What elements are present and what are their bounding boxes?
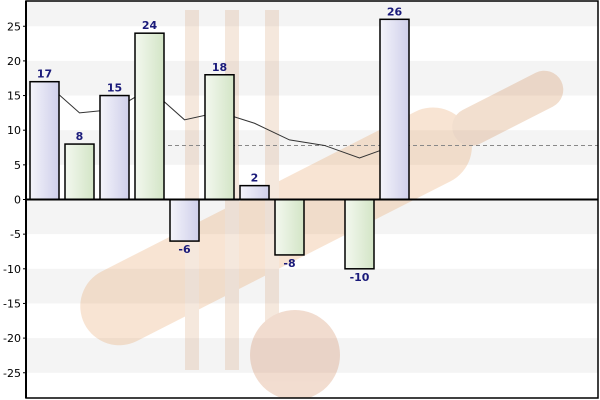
data-label: 15 — [107, 82, 122, 95]
watermark-stump-right — [265, 10, 279, 370]
y-tick-label: 15 — [7, 90, 21, 103]
data-label: -6 — [178, 243, 191, 256]
grid-bands — [26, 1, 598, 373]
bar — [344, 198, 375, 270]
data-label: 24 — [142, 19, 158, 32]
bar — [64, 143, 95, 201]
bar — [239, 184, 270, 201]
y-tick-label: 5 — [14, 159, 21, 172]
watermark-ball — [250, 310, 340, 398]
bars — [29, 18, 410, 270]
bar — [204, 74, 235, 201]
grid-band — [26, 338, 598, 373]
bar — [274, 198, 305, 256]
bar — [134, 32, 165, 201]
grid-band — [26, 60, 598, 96]
data-label: -10 — [350, 271, 370, 284]
y-tick-label: 0 — [14, 194, 21, 207]
y-axis-ticks: 25 20 15 10 5 0 -5 -10 -15 -20 -25 — [3, 20, 26, 380]
data-labels: 17 8 15 24 -6 18 2 -8 -10 26 — [37, 5, 403, 283]
y-tick-label: -5 — [10, 228, 21, 241]
y-tick-label: 20 — [7, 55, 21, 68]
bar — [169, 198, 200, 242]
y-tick-label: 10 — [7, 124, 21, 137]
data-label: 17 — [37, 68, 52, 81]
y-tick-label: 25 — [7, 20, 21, 33]
y-tick-label: -25 — [3, 367, 21, 380]
bar — [379, 18, 410, 201]
data-label: -8 — [283, 257, 295, 270]
y-tick-label: -10 — [3, 263, 21, 276]
y-tick-label: -20 — [3, 332, 21, 345]
grid-band — [26, 1, 598, 27]
data-label: 2 — [251, 172, 259, 185]
grid-band — [26, 268, 598, 304]
bar — [29, 80, 60, 201]
grid-band — [26, 199, 598, 235]
y-tick-label: -15 — [3, 297, 21, 310]
data-label: 18 — [212, 61, 227, 74]
data-label: 26 — [387, 5, 403, 18]
watermark-bat-handle — [452, 70, 564, 146]
watermark-stump-left — [185, 10, 199, 370]
bar — [99, 94, 130, 201]
data-label: 8 — [76, 130, 84, 143]
